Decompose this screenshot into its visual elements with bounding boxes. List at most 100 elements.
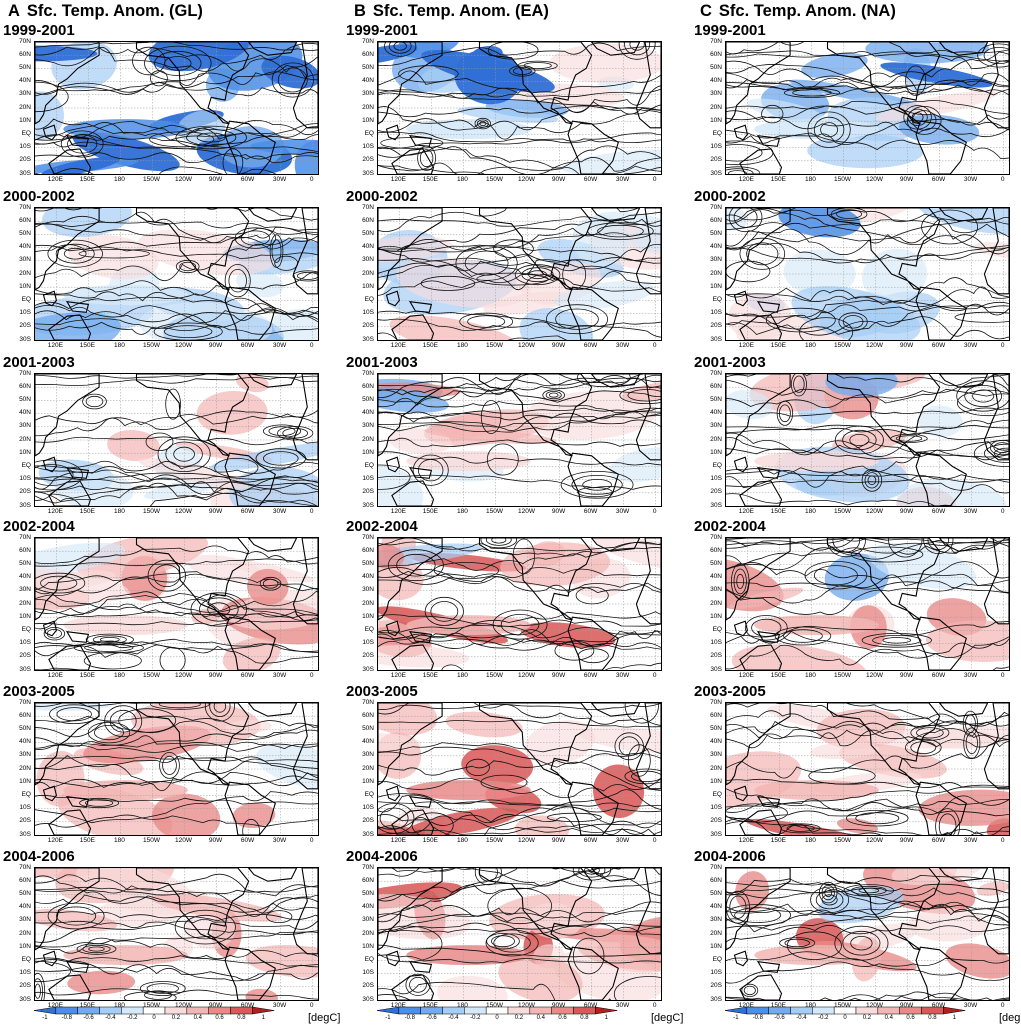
- longitude-tick-label: 120E: [47, 1002, 63, 1009]
- contour-lines: [35, 545, 318, 670]
- anomaly-map: [725, 867, 1010, 1001]
- longitude-tick-label: 0: [1000, 176, 1005, 183]
- longitude-tick-label: 0: [309, 837, 314, 844]
- colorbar-swatch: [529, 1006, 552, 1015]
- coastlines: [726, 538, 1009, 670]
- latitude-tick-label: 10S: [19, 475, 31, 483]
- latitude-tick-label: 20S: [362, 817, 374, 825]
- contour-lines: [35, 873, 318, 1000]
- map-panel: 1999-2001 70N 60N 50N 40N 30N 20N 10N EQ 10S 20S 30…: [3, 22, 325, 193]
- colorbar-tick-label: -0.6: [426, 1015, 437, 1021]
- latitude-tick-label: 40N: [362, 243, 374, 251]
- latitude-tick-label: 20N: [710, 103, 722, 111]
- colorbar-swatch: [121, 1006, 144, 1015]
- longitude-tick-label: 0: [1000, 508, 1005, 515]
- latitude-tick-label: 40N: [362, 409, 374, 417]
- anomaly-map: [377, 867, 662, 1001]
- latitude-tick-label: 70N: [362, 533, 374, 541]
- latitude-tick-label: 50N: [362, 559, 374, 567]
- longitude-tick-label: 120E: [738, 837, 754, 844]
- latitude-tick-label: 20S: [710, 982, 722, 990]
- latitude-tick-label: 30S: [19, 169, 31, 177]
- map-panel: 1999-2001 70N 60N 50N 40N 30N 20N 10N EQ 10S 20S 30…: [694, 22, 1016, 193]
- latitude-tick-label: 70N: [362, 698, 374, 706]
- column-header-b: B Sfc. Temp. Anom. (EA): [354, 2, 549, 21]
- latitude-tick-label: 10N: [710, 448, 722, 456]
- colorbar-tick-label: 0.2: [514, 1015, 524, 1021]
- colorbar-tick-label: 0.8: [580, 1015, 589, 1021]
- colorbar-tick-label: 1: [952, 1015, 956, 1021]
- latitude-tick-label: EQ: [364, 790, 374, 798]
- latitude-tick-label: 10N: [19, 448, 31, 456]
- latitude-tick-label: 60N: [19, 546, 31, 554]
- longitude-tick-label: 60W: [583, 508, 598, 515]
- longitude-tick-label: 120W: [518, 176, 535, 183]
- coastlines: [35, 208, 318, 340]
- latitude-tick-label: 60N: [710, 711, 722, 719]
- latitude-tick-label: 20N: [362, 103, 374, 111]
- panel-period-title: 2002-2004: [3, 518, 75, 535]
- latitude-tick-label: 60N: [19, 876, 31, 884]
- longitude-tick-label: 180: [804, 508, 816, 515]
- latitude-tick-label: 20N: [710, 269, 722, 277]
- colorbar-tick-label: 1: [261, 1015, 265, 1021]
- latitude-tick-label: 70N: [19, 863, 31, 871]
- longitude-tick-label: 120E: [47, 176, 63, 183]
- longitude-tick-label: 0: [652, 1002, 657, 1009]
- longitude-tick-label: 120W: [175, 342, 192, 349]
- longitude-tick-label: 120W: [866, 342, 883, 349]
- colorbar-arrow-high: [252, 1006, 275, 1015]
- map-panel: 2000-2002 70N 60N 50N 40N 30N 20N 10N EQ 10S 20S 30…: [346, 188, 668, 359]
- longitude-tick-label: 180: [456, 837, 468, 844]
- contour-lines: [726, 42, 1009, 174]
- latitude-tick-label: 20N: [19, 764, 31, 772]
- latitude-tick-label: 10S: [362, 475, 374, 483]
- latitude-tick-label: EQ: [364, 461, 374, 469]
- longitude-tick-label: 150W: [485, 837, 503, 844]
- longitude-tick-label: 150W: [833, 672, 851, 679]
- longitude-tick-label: 60W: [240, 176, 255, 183]
- latitude-tick-label: 70N: [710, 698, 722, 706]
- longitude-tick-label: 30W: [615, 672, 630, 679]
- colorbar-swatch: [899, 1006, 922, 1015]
- coastlines: [35, 538, 318, 670]
- colorbar-tick-label: -0.4: [796, 1015, 807, 1021]
- latitude-tick-label: 50N: [19, 559, 31, 567]
- longitude-tick-label: 30W: [272, 1002, 287, 1009]
- longitude-tick-label: 90W: [208, 672, 223, 679]
- longitude-tick-label: 0: [309, 508, 314, 515]
- colorbar-swatch: [877, 1006, 900, 1015]
- coastlines: [35, 374, 318, 506]
- latitude-tick-label: 70N: [710, 369, 722, 377]
- longitude-tick-label: 180: [456, 672, 468, 679]
- longitude-tick-label: 90W: [208, 508, 223, 515]
- latitude-tick-label: 40N: [710, 903, 722, 911]
- latitude-tick-label: EQ: [21, 790, 31, 798]
- latitude-tick-label: 70N: [19, 37, 31, 45]
- longitude-tick-label: 90W: [899, 508, 914, 515]
- longitude-tick-label: 180: [456, 342, 468, 349]
- longitude-tick-label: 120E: [47, 837, 63, 844]
- coastlines: [378, 208, 661, 340]
- latitude-tick-label: 30S: [19, 665, 31, 673]
- colorbar-swatch: [186, 1006, 209, 1015]
- longitude-tick-label: 30W: [615, 342, 630, 349]
- panel-period-title: 2001-2003: [694, 354, 766, 371]
- latitude-tick-label: 10N: [710, 777, 722, 785]
- panel-period-title: 2001-2003: [346, 354, 418, 371]
- latitude-tick-label: 50N: [19, 395, 31, 403]
- latitude-tick-label: 30S: [19, 830, 31, 838]
- longitude-tick-label: 60W: [240, 837, 255, 844]
- latitude-tick-label: 40N: [710, 573, 722, 581]
- latitude-tick-label: 70N: [362, 37, 374, 45]
- longitude-tick-label: 30W: [272, 342, 287, 349]
- longitude-tick-label: 150E: [79, 837, 95, 844]
- longitude-tick-label: 120W: [175, 672, 192, 679]
- longitude-tick-label: 120W: [518, 508, 535, 515]
- graticule: [378, 703, 661, 835]
- anomaly-shading: [378, 378, 661, 506]
- latitude-tick-label: 10S: [710, 639, 722, 647]
- contour-lines: [726, 874, 1009, 1000]
- column-title: Sfc. Temp. Anom. (EA): [372, 2, 549, 20]
- latitude-tick-label: 20N: [362, 269, 374, 277]
